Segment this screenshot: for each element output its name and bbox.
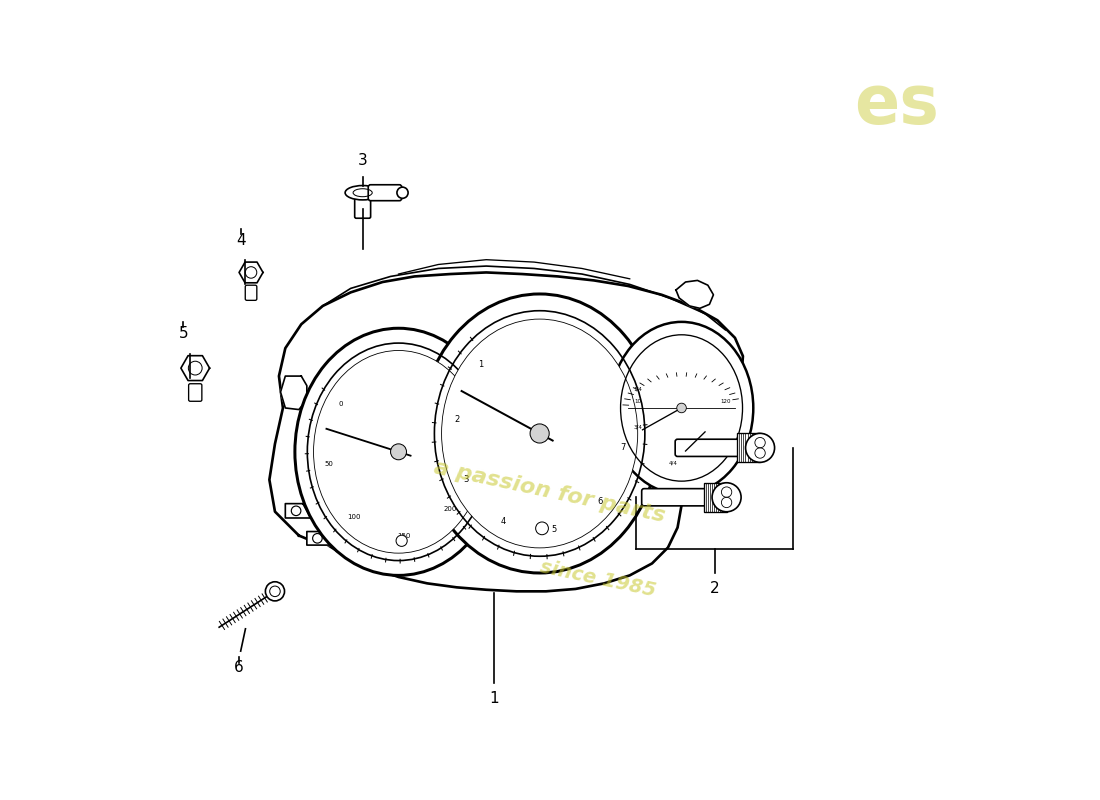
- FancyBboxPatch shape: [641, 489, 706, 506]
- Text: 0: 0: [339, 401, 343, 406]
- Text: 120: 120: [720, 399, 730, 405]
- Ellipse shape: [609, 322, 754, 494]
- Text: 5: 5: [551, 525, 557, 534]
- Text: 50: 50: [324, 461, 333, 466]
- Circle shape: [530, 424, 549, 443]
- Polygon shape: [239, 262, 263, 283]
- Polygon shape: [285, 504, 311, 518]
- Circle shape: [396, 535, 407, 546]
- Text: 1: 1: [490, 691, 499, 706]
- Ellipse shape: [397, 187, 408, 198]
- Text: 6: 6: [234, 659, 244, 674]
- Text: 100: 100: [348, 514, 361, 520]
- Polygon shape: [270, 273, 742, 591]
- Ellipse shape: [314, 350, 484, 553]
- FancyBboxPatch shape: [675, 439, 739, 457]
- FancyBboxPatch shape: [188, 384, 202, 402]
- Circle shape: [390, 444, 407, 460]
- Text: 5: 5: [178, 326, 188, 342]
- Ellipse shape: [345, 186, 381, 200]
- Ellipse shape: [295, 328, 503, 575]
- Text: 2: 2: [710, 582, 719, 597]
- Text: 2: 2: [454, 415, 460, 424]
- Text: 6: 6: [597, 497, 603, 506]
- Polygon shape: [280, 376, 307, 410]
- Circle shape: [676, 403, 686, 413]
- Text: 7: 7: [619, 442, 625, 451]
- Polygon shape: [180, 356, 210, 381]
- Text: 1: 1: [477, 360, 483, 369]
- Circle shape: [536, 522, 549, 534]
- Text: 3/4: 3/4: [634, 425, 642, 430]
- FancyBboxPatch shape: [245, 286, 256, 300]
- Text: es: es: [855, 72, 939, 138]
- Text: 150: 150: [397, 533, 410, 538]
- Text: 10: 10: [635, 399, 641, 405]
- Ellipse shape: [420, 294, 659, 573]
- Ellipse shape: [441, 319, 638, 548]
- Text: a passion for parts: a passion for parts: [432, 458, 668, 526]
- Text: 1/4: 1/4: [634, 386, 642, 391]
- FancyBboxPatch shape: [368, 185, 402, 201]
- Polygon shape: [307, 531, 331, 545]
- FancyBboxPatch shape: [737, 434, 760, 462]
- FancyBboxPatch shape: [704, 482, 727, 512]
- Ellipse shape: [746, 434, 774, 462]
- Text: 4: 4: [235, 233, 245, 248]
- Text: 4: 4: [500, 517, 506, 526]
- Text: 3: 3: [358, 154, 367, 168]
- Text: 4/4: 4/4: [669, 461, 678, 466]
- Circle shape: [265, 582, 285, 601]
- Text: since 1985: since 1985: [538, 558, 658, 601]
- Polygon shape: [676, 281, 714, 308]
- Text: 3: 3: [463, 475, 469, 484]
- FancyBboxPatch shape: [354, 191, 371, 218]
- Ellipse shape: [712, 482, 741, 512]
- Text: 200: 200: [443, 506, 456, 512]
